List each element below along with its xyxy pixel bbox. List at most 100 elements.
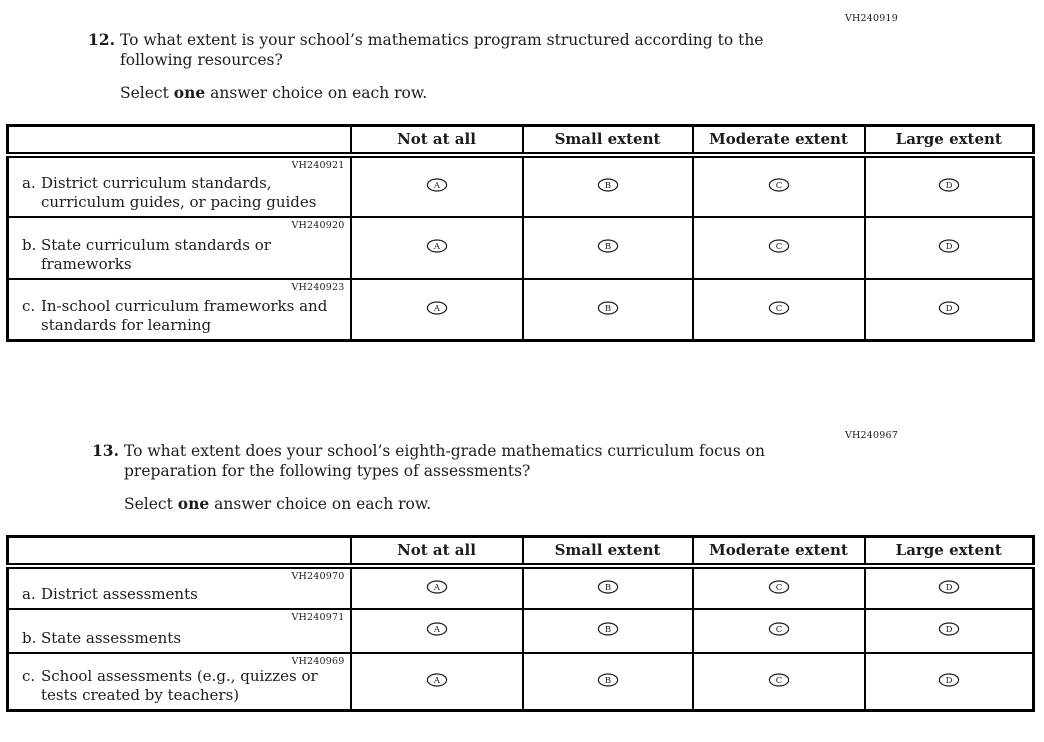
answer-bubble[interactable]: C bbox=[768, 239, 790, 253]
answer-bubble[interactable]: B bbox=[597, 622, 619, 636]
bubble-oval bbox=[768, 178, 789, 192]
row-label-cell: VH240920 b. State curriculum standards o… bbox=[6, 215, 352, 280]
table-row: VH240923 c. In-school curriculum framewo… bbox=[6, 277, 1035, 342]
answer-bubble[interactable]: C bbox=[768, 622, 790, 636]
question-12-section: 12. To what extent is your school’s math… bbox=[88, 30, 764, 103]
row-label-cell: VH240971 b. State assessments bbox=[6, 607, 352, 654]
bubble-oval bbox=[768, 579, 789, 594]
row-marker: a. bbox=[22, 173, 36, 192]
table-corner-cell bbox=[6, 535, 352, 569]
row-code: VH240971 bbox=[291, 611, 345, 623]
bubble-letter: A bbox=[432, 181, 440, 191]
option-cell-not-at-all: A bbox=[349, 215, 524, 280]
bubble-letter: B bbox=[604, 304, 610, 314]
question-code: VH240919 bbox=[845, 13, 899, 24]
row-label: a. District assessments bbox=[22, 585, 198, 604]
bubble-letter: C bbox=[775, 676, 782, 686]
column-header-large-extent: Large extent bbox=[863, 124, 1035, 158]
answer-bubble[interactable]: C bbox=[768, 178, 790, 192]
question-number: 12. bbox=[88, 30, 115, 49]
bubble-letter: A bbox=[432, 304, 440, 314]
answer-bubble[interactable]: D bbox=[938, 622, 960, 636]
answer-bubble[interactable]: A bbox=[426, 579, 448, 594]
row-code: VH240969 bbox=[291, 655, 345, 667]
row-label: b. State assessments bbox=[22, 629, 181, 648]
bubble-letter: A bbox=[432, 676, 440, 686]
answer-bubble[interactable]: B bbox=[597, 301, 619, 315]
row-label-text: State curriculum standards or frameworks bbox=[41, 235, 271, 273]
answer-bubble[interactable]: A bbox=[426, 178, 448, 192]
instruction-suffix: answer choice on each row. bbox=[209, 495, 432, 513]
option-cell-moderate-extent: C bbox=[691, 153, 866, 218]
question-prompt-line: preparation for the following types of a… bbox=[124, 462, 531, 480]
bubble-oval bbox=[426, 579, 447, 594]
bubble-oval bbox=[938, 301, 959, 315]
column-header-not-at-all: Not at all bbox=[349, 124, 524, 158]
row-label-cell: VH240969 c. School assessments (e.g., qu… bbox=[6, 651, 352, 712]
answer-bubble[interactable]: A bbox=[426, 673, 448, 687]
answer-bubble[interactable]: D bbox=[938, 301, 960, 315]
table-corner-cell bbox=[6, 124, 352, 158]
option-cell-large-extent: D bbox=[863, 215, 1035, 280]
column-header-small-extent: Small extent bbox=[521, 124, 694, 158]
question-prompt-line: following resources? bbox=[120, 51, 283, 69]
bubble-oval bbox=[768, 239, 789, 253]
instruction-prefix: Select bbox=[120, 84, 174, 102]
option-cell-moderate-extent: C bbox=[691, 564, 866, 610]
answer-bubble[interactable]: D bbox=[938, 178, 960, 192]
option-cell-large-extent: D bbox=[863, 564, 1035, 610]
question-13-response-table: Not at all Small extent Moderate extent … bbox=[6, 535, 1035, 712]
answer-bubble[interactable]: B bbox=[597, 239, 619, 253]
answer-bubble[interactable]: D bbox=[938, 673, 960, 687]
row-marker: c. bbox=[22, 667, 36, 685]
bubble-oval bbox=[597, 673, 618, 687]
bubble-letter: A bbox=[432, 242, 440, 252]
answer-bubble[interactable]: B bbox=[597, 178, 619, 192]
row-marker: a. bbox=[22, 584, 36, 603]
row-label: b. State curriculum standards or framewo… bbox=[22, 236, 334, 274]
option-cell-small-extent: B bbox=[521, 651, 694, 712]
bubble-oval bbox=[426, 178, 447, 192]
row-code: VH240923 bbox=[291, 281, 345, 293]
bubble-letter: D bbox=[945, 304, 952, 314]
bubble-letter: B bbox=[604, 583, 610, 593]
bubble-oval bbox=[426, 239, 447, 253]
answer-bubble[interactable]: D bbox=[938, 579, 960, 594]
row-marker: c. bbox=[22, 297, 36, 315]
answer-bubble[interactable]: C bbox=[768, 301, 790, 315]
bubble-letter: C bbox=[775, 242, 782, 252]
instruction-bold-one: one bbox=[177, 494, 210, 513]
question-12-response-table: Not at all Small extent Moderate extent … bbox=[6, 124, 1035, 342]
option-cell-small-extent: B bbox=[521, 153, 694, 218]
option-cell-large-extent: D bbox=[863, 153, 1035, 218]
option-cell-not-at-all: A bbox=[349, 607, 524, 654]
answer-bubble[interactable]: A bbox=[426, 301, 448, 315]
option-cell-small-extent: B bbox=[521, 215, 694, 280]
option-cell-not-at-all: A bbox=[349, 564, 524, 610]
row-code: VH240921 bbox=[291, 159, 345, 171]
answer-bubble[interactable]: C bbox=[768, 673, 790, 687]
question-number: 13. bbox=[92, 441, 119, 460]
bubble-letter: D bbox=[945, 181, 952, 191]
bubble-oval bbox=[768, 301, 789, 315]
option-cell-moderate-extent: C bbox=[691, 651, 866, 712]
answer-bubble[interactable]: A bbox=[426, 622, 448, 636]
option-cell-small-extent: B bbox=[521, 277, 694, 342]
bubble-oval bbox=[426, 673, 447, 687]
bubble-oval bbox=[938, 178, 959, 192]
row-code: VH240970 bbox=[291, 570, 345, 582]
answer-bubble[interactable]: D bbox=[938, 239, 960, 253]
bubble-letter: B bbox=[604, 676, 610, 686]
answer-bubble[interactable]: A bbox=[426, 239, 448, 253]
header-row: Not at all Small extent Moderate extent … bbox=[6, 535, 1035, 569]
answer-bubble[interactable]: B bbox=[597, 579, 619, 594]
answer-bubble[interactable]: C bbox=[768, 579, 790, 594]
bubble-oval bbox=[597, 622, 618, 636]
table-row: VH240921 a. District curriculum standard… bbox=[6, 153, 1035, 218]
question-code: VH240967 bbox=[845, 430, 899, 441]
answer-bubble[interactable]: B bbox=[597, 673, 619, 687]
column-header-moderate-extent: Moderate extent bbox=[691, 124, 866, 158]
option-cell-small-extent: B bbox=[521, 564, 694, 610]
bubble-oval bbox=[768, 622, 789, 636]
bubble-oval bbox=[938, 622, 959, 636]
